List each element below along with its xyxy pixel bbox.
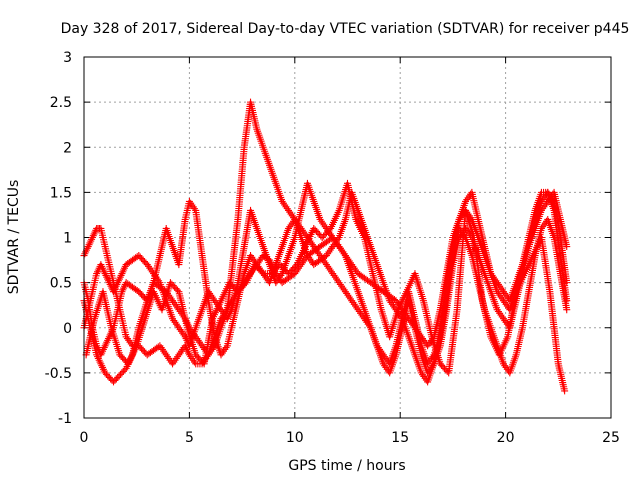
x-tick-label: 25 — [602, 430, 620, 446]
y-tick-label: -1 — [58, 411, 72, 427]
y-tick-label: 0 — [63, 321, 72, 337]
series-track-e — [82, 179, 569, 395]
x-axis-label: GPS time / hours — [288, 458, 405, 474]
data-points — [80, 98, 571, 395]
x-tick-label: 20 — [497, 430, 515, 446]
y-tick-label: 0.5 — [50, 276, 72, 292]
data-point — [563, 306, 571, 314]
y-tick-label: -0.5 — [45, 366, 72, 382]
y-tick-label: 1 — [63, 231, 72, 247]
y-tick-label: 1.5 — [50, 185, 72, 201]
x-tick-label: 10 — [286, 430, 304, 446]
data-point — [173, 286, 181, 294]
data-point — [325, 226, 333, 234]
data-point — [258, 268, 266, 276]
y-tick-label: 2.5 — [50, 95, 72, 111]
axis-ticks: 0 5 10 15 20 25 -1 -0.5 0 0.5 1 1.5 2 2.5 3 — [45, 50, 620, 446]
x-tick-label: 15 — [391, 430, 409, 446]
x-tick-label: 0 — [80, 430, 89, 446]
y-tick-label: 2 — [63, 140, 72, 156]
y-axis-label: SDTVAR / TECUs — [6, 180, 22, 295]
data-point — [241, 280, 249, 288]
y-tick-label: 3 — [63, 50, 72, 66]
plot-frame — [83, 56, 612, 419]
chart-title: Day 328 of 2017, Sidereal Day-to-day VTE… — [61, 21, 630, 37]
data-point — [292, 262, 300, 270]
x-tick-label: 5 — [185, 430, 194, 446]
data-point — [561, 387, 569, 395]
series-track-c — [80, 179, 571, 368]
